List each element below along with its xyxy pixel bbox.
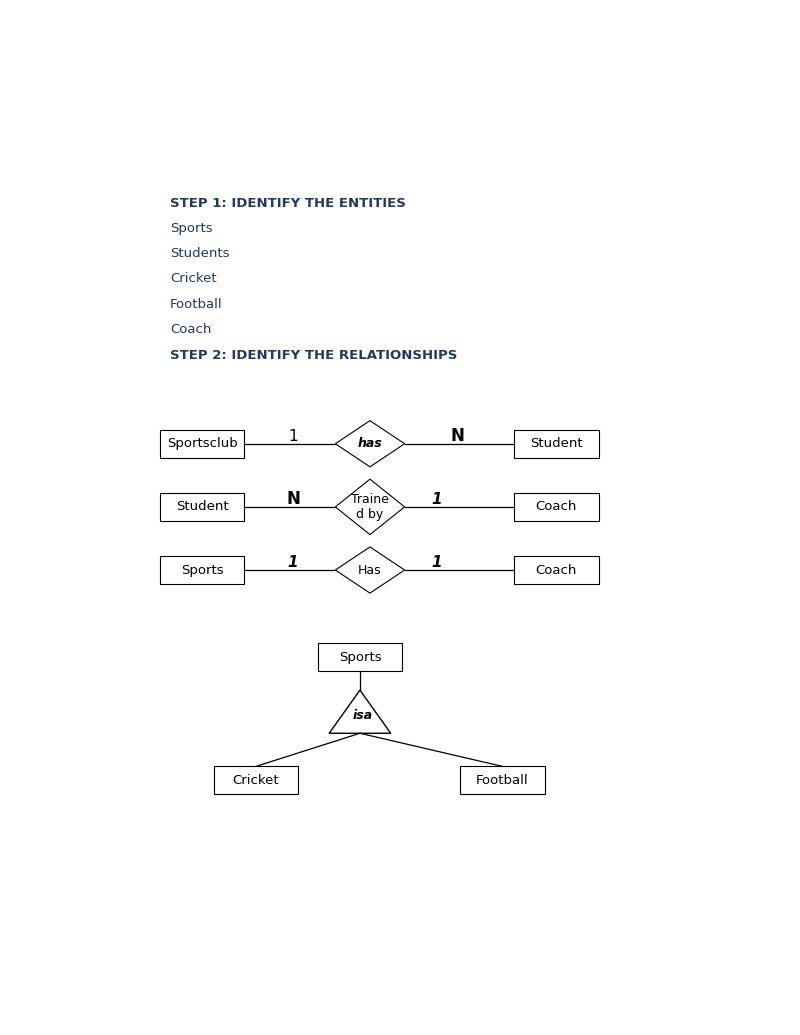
Text: 1: 1 [288, 555, 298, 570]
Text: Sportsclub: Sportsclub [166, 437, 238, 450]
Text: Coach: Coach [536, 563, 577, 576]
Text: Sports: Sports [181, 563, 223, 576]
Text: Student: Student [176, 500, 229, 513]
Text: Cricket: Cricket [233, 774, 279, 787]
Text: Sports: Sports [338, 651, 382, 663]
Polygon shape [335, 479, 405, 535]
Text: Sports: Sports [170, 221, 212, 235]
Text: 1: 1 [288, 428, 298, 444]
Text: Student: Student [530, 437, 582, 450]
FancyBboxPatch shape [160, 493, 245, 521]
Text: Coach: Coach [536, 500, 577, 513]
Text: 1: 1 [432, 492, 442, 507]
FancyBboxPatch shape [514, 556, 598, 584]
Text: STEP 1: IDENTIFY THE ENTITIES: STEP 1: IDENTIFY THE ENTITIES [170, 197, 406, 210]
FancyBboxPatch shape [160, 556, 245, 584]
Text: Traine
d by: Traine d by [351, 493, 389, 521]
Text: Has: Has [358, 563, 382, 576]
Polygon shape [335, 546, 405, 593]
Text: isa: isa [353, 709, 373, 722]
FancyBboxPatch shape [214, 766, 298, 794]
FancyBboxPatch shape [160, 430, 245, 457]
FancyBboxPatch shape [460, 766, 545, 794]
Text: 1: 1 [432, 555, 442, 570]
Text: N: N [286, 491, 300, 508]
Polygon shape [335, 420, 405, 467]
Text: Football: Football [170, 298, 222, 310]
Text: Coach: Coach [170, 323, 211, 336]
Text: STEP 2: IDENTIFY THE RELATIONSHIPS: STEP 2: IDENTIFY THE RELATIONSHIPS [170, 349, 457, 361]
Text: Students: Students [170, 247, 230, 260]
FancyBboxPatch shape [318, 643, 402, 671]
FancyBboxPatch shape [514, 430, 598, 457]
Text: N: N [451, 427, 465, 445]
Text: Cricket: Cricket [170, 272, 216, 286]
Text: Football: Football [476, 774, 529, 787]
Polygon shape [329, 690, 390, 733]
Text: has: has [358, 437, 382, 450]
FancyBboxPatch shape [514, 493, 598, 521]
